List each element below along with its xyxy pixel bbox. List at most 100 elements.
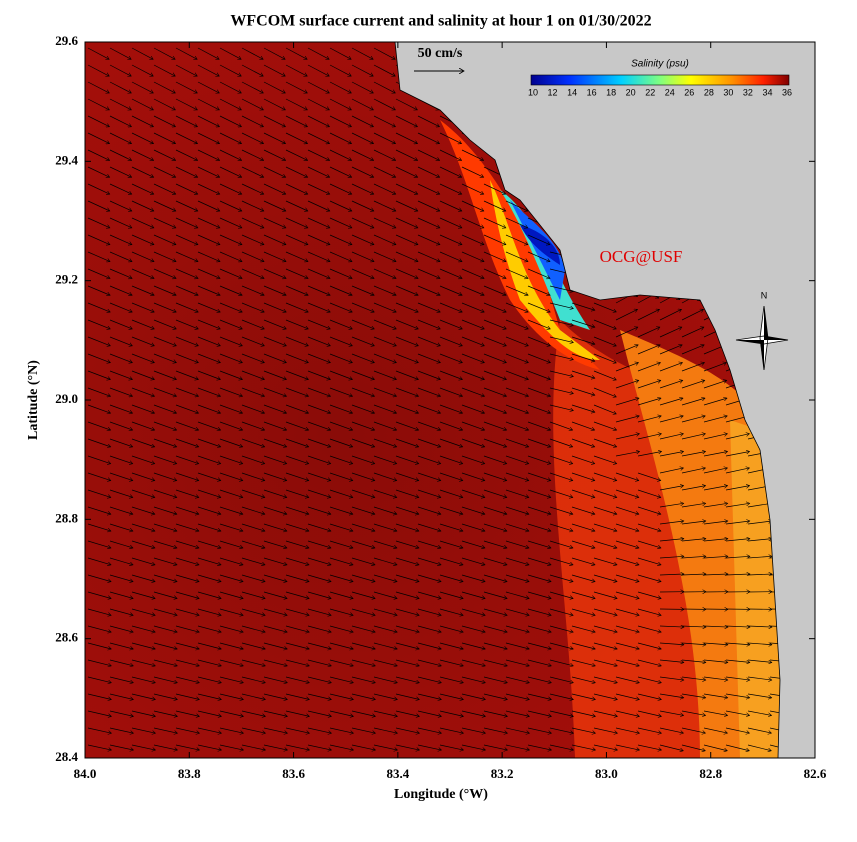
vector bbox=[351, 319, 374, 329]
vector bbox=[153, 336, 176, 346]
vector bbox=[329, 166, 352, 177]
vector bbox=[153, 574, 177, 582]
vector bbox=[549, 540, 573, 548]
vector bbox=[483, 489, 507, 497]
vector bbox=[307, 251, 330, 262]
vector bbox=[417, 166, 440, 177]
vector bbox=[153, 98, 175, 110]
vector bbox=[505, 200, 528, 211]
vector bbox=[87, 387, 111, 396]
vector bbox=[483, 387, 507, 396]
vector bbox=[659, 503, 684, 508]
vector bbox=[351, 421, 375, 430]
vector bbox=[615, 659, 639, 666]
vector bbox=[131, 489, 155, 497]
vector bbox=[263, 455, 287, 464]
vector bbox=[571, 625, 595, 632]
vector bbox=[725, 574, 750, 575]
vector bbox=[417, 200, 440, 211]
vector bbox=[747, 659, 772, 662]
vector bbox=[263, 149, 286, 160]
vector bbox=[329, 149, 352, 160]
vector bbox=[263, 642, 287, 649]
vector bbox=[483, 353, 506, 363]
vector bbox=[219, 234, 242, 245]
vector bbox=[659, 434, 683, 440]
vector bbox=[483, 251, 506, 262]
vector bbox=[109, 115, 131, 127]
vector bbox=[483, 319, 506, 329]
vector bbox=[285, 438, 309, 447]
vector bbox=[439, 132, 462, 144]
colorbar-tick-label: 34 bbox=[762, 87, 772, 97]
vector bbox=[197, 676, 221, 683]
vector bbox=[527, 506, 551, 514]
vector bbox=[263, 47, 285, 59]
vector bbox=[681, 327, 704, 338]
vector bbox=[439, 302, 462, 312]
vector bbox=[307, 115, 329, 127]
vector bbox=[87, 200, 110, 211]
vector bbox=[439, 183, 462, 194]
vector bbox=[175, 115, 197, 127]
vector bbox=[373, 540, 397, 548]
vector bbox=[87, 591, 111, 598]
vector bbox=[175, 387, 199, 396]
vector bbox=[241, 574, 265, 582]
vector bbox=[747, 643, 772, 645]
vector bbox=[571, 591, 595, 598]
vector bbox=[263, 302, 286, 312]
vector bbox=[615, 363, 638, 372]
vector bbox=[219, 64, 241, 76]
vector bbox=[109, 625, 133, 632]
vector bbox=[395, 540, 419, 548]
vector bbox=[241, 183, 264, 194]
vector bbox=[417, 455, 441, 464]
vector bbox=[131, 557, 155, 565]
vector bbox=[109, 506, 133, 514]
vector bbox=[153, 166, 176, 177]
vector bbox=[659, 363, 682, 372]
vector bbox=[417, 625, 441, 632]
vector bbox=[219, 115, 241, 127]
vector bbox=[263, 693, 287, 700]
vector bbox=[285, 574, 309, 582]
vector bbox=[703, 539, 728, 542]
vector bbox=[615, 309, 638, 321]
vector bbox=[329, 132, 352, 144]
vector bbox=[131, 404, 155, 413]
vector bbox=[285, 472, 309, 481]
vector bbox=[153, 200, 176, 211]
vector bbox=[681, 452, 706, 457]
vector bbox=[153, 183, 176, 194]
vector bbox=[527, 234, 550, 245]
vector bbox=[219, 353, 242, 363]
vector bbox=[461, 540, 485, 548]
vector bbox=[87, 81, 109, 93]
vector bbox=[241, 489, 265, 497]
vector bbox=[505, 489, 529, 497]
map-area bbox=[85, 42, 815, 758]
vector bbox=[527, 421, 551, 430]
vector bbox=[241, 642, 265, 649]
vector bbox=[659, 468, 683, 474]
vector bbox=[153, 132, 176, 144]
vector bbox=[395, 251, 418, 262]
vector bbox=[263, 285, 286, 295]
vector bbox=[153, 285, 176, 295]
vector bbox=[153, 319, 176, 329]
x-tick-label: 84.0 bbox=[74, 766, 97, 781]
vector bbox=[593, 693, 617, 700]
vector bbox=[329, 404, 353, 413]
vector bbox=[505, 659, 529, 666]
vector bbox=[549, 353, 573, 360]
vector bbox=[109, 251, 132, 262]
vector bbox=[439, 574, 463, 582]
vector bbox=[329, 370, 352, 379]
vector bbox=[527, 523, 551, 531]
vector bbox=[527, 591, 551, 598]
vector bbox=[373, 217, 396, 228]
vector bbox=[87, 693, 111, 700]
vector bbox=[263, 166, 286, 177]
vector bbox=[285, 421, 309, 430]
